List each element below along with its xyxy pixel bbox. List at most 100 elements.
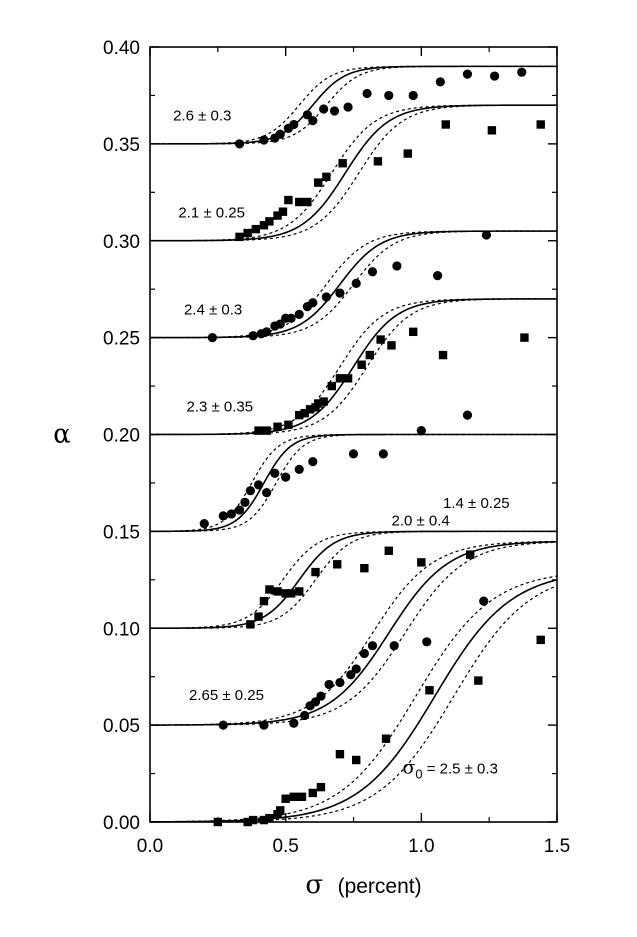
square-marker xyxy=(408,327,418,337)
square-marker xyxy=(235,232,244,242)
square-marker xyxy=(259,815,269,825)
circle-marker xyxy=(270,468,280,478)
square-marker xyxy=(295,410,304,420)
square-marker xyxy=(262,426,271,435)
y-tick-label: 0.10 xyxy=(103,619,140,640)
circle-marker xyxy=(479,596,489,606)
fit-curve xyxy=(150,540,558,726)
fit-upper-bound-curve xyxy=(149,433,557,532)
circle-marker xyxy=(207,333,218,343)
square-marker xyxy=(333,560,342,569)
circle-marker xyxy=(462,410,473,420)
square-marker xyxy=(387,341,396,350)
circle-marker xyxy=(351,278,361,288)
circle-marker xyxy=(319,104,329,114)
circle-marker xyxy=(408,90,418,101)
square-marker xyxy=(295,197,304,207)
circle-marker xyxy=(433,271,443,281)
series-annotation: 1.4 ± 0.25 xyxy=(443,495,510,512)
square-marker xyxy=(425,686,434,695)
square-marker xyxy=(322,172,331,182)
y-tick-label: 0.00 xyxy=(103,813,140,834)
square-marker xyxy=(259,596,269,606)
circle-marker xyxy=(294,309,304,319)
y-tick-label: 0.30 xyxy=(103,232,140,253)
square-marker xyxy=(316,782,326,792)
square-marker xyxy=(365,350,374,360)
series-annotation: σ0 = 2.5 ± 0.3 xyxy=(402,757,498,782)
circle-marker xyxy=(281,472,291,482)
annotations: 2.6 ± 0.3 2.1 ± 0.25 2.4 ± 0.3 2.3 ± 0.35 1.… xyxy=(173,108,510,782)
y-tick-label: 0.25 xyxy=(103,329,140,350)
square-marker xyxy=(273,422,282,431)
square-marker xyxy=(254,612,263,621)
square-marker xyxy=(265,813,274,823)
circle-marker xyxy=(481,230,492,240)
square-marker xyxy=(308,788,317,798)
square-marker xyxy=(297,792,307,802)
circle-marker xyxy=(367,267,378,277)
square-marker xyxy=(314,178,323,187)
y-tick-label: 0.40 xyxy=(103,38,140,59)
circle-marker xyxy=(248,331,258,341)
circle-marker xyxy=(384,90,394,101)
square-marker xyxy=(251,224,261,234)
circle-marker xyxy=(259,720,269,730)
circle-marker xyxy=(378,449,388,459)
circle-marker xyxy=(308,116,318,126)
square-marker xyxy=(305,405,315,414)
circle-marker xyxy=(329,106,340,116)
square-marker xyxy=(381,734,391,743)
sigma-symbol: σ xyxy=(402,757,415,779)
circle-marker xyxy=(316,691,326,701)
circle-marker xyxy=(310,697,321,707)
circle-marker xyxy=(389,641,399,651)
square-marker xyxy=(335,374,345,383)
circle-marker xyxy=(517,67,527,77)
fit-curve xyxy=(150,104,557,242)
circle-marker xyxy=(234,505,245,515)
square-marker xyxy=(474,676,483,685)
square-marker xyxy=(311,567,320,577)
circle-marker xyxy=(489,71,500,81)
circle-marker xyxy=(262,488,272,498)
circle-marker xyxy=(359,648,369,659)
circle-marker xyxy=(289,119,299,130)
fit-lower-bound-curve xyxy=(149,433,557,532)
circle-marker xyxy=(302,110,312,120)
data-points xyxy=(199,67,545,827)
y-tick-label: 0.15 xyxy=(103,522,140,543)
square-marker xyxy=(303,197,312,207)
y-tick-label: 0.35 xyxy=(103,135,140,156)
circle-marker xyxy=(348,449,359,459)
circle-marker xyxy=(362,88,372,99)
circle-marker xyxy=(199,519,209,529)
square-marker xyxy=(248,815,258,825)
square-marker xyxy=(284,195,293,205)
circle-marker xyxy=(308,457,318,467)
circle-marker xyxy=(218,511,228,521)
circle-marker xyxy=(416,426,426,436)
circle-marker xyxy=(422,637,432,647)
annotation-value: = 2.5 ± 0.3 xyxy=(423,761,498,778)
square-marker xyxy=(376,335,385,344)
x-tick-label: 1.0 xyxy=(408,836,434,857)
square-marker xyxy=(441,120,450,129)
x-tick-label: 0.0 xyxy=(137,836,163,857)
square-marker xyxy=(536,120,545,129)
square-marker xyxy=(343,374,353,383)
circle-marker xyxy=(351,664,361,674)
x-axis-symbol: σ xyxy=(305,870,323,900)
square-marker xyxy=(284,420,293,430)
circle-marker xyxy=(286,313,296,323)
fit-curve xyxy=(150,530,557,630)
fit-curves xyxy=(149,65,558,823)
square-marker xyxy=(338,159,347,168)
circle-marker xyxy=(253,480,264,490)
series-annotation: 2.65 ± 0.25 xyxy=(189,687,264,704)
circle-marker xyxy=(321,292,331,302)
circle-marker xyxy=(259,135,269,145)
fit-curve xyxy=(150,298,557,436)
square-marker xyxy=(487,126,497,135)
circle-marker xyxy=(392,261,402,271)
